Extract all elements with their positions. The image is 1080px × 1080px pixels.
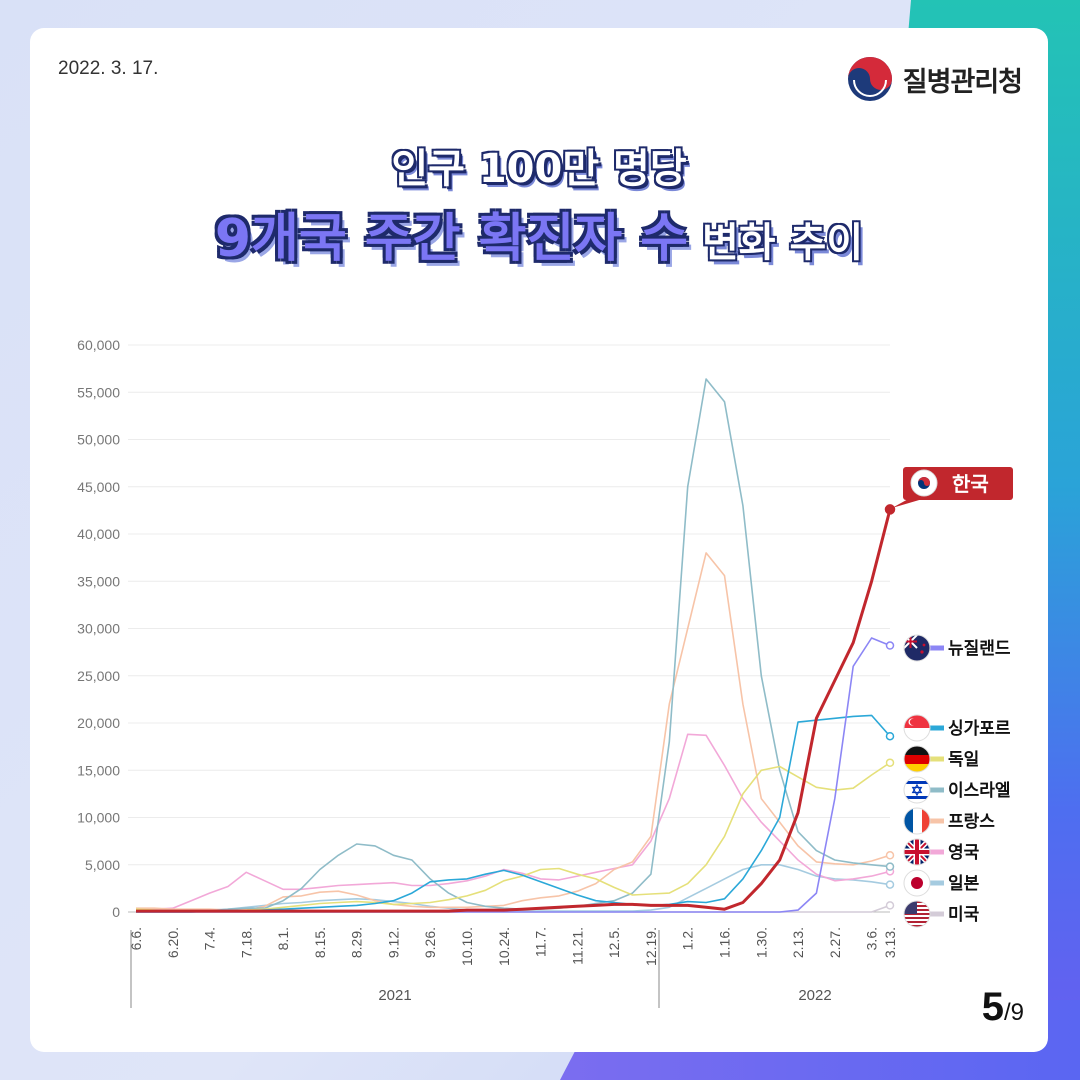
y-axis: 0 5,000 10,000 15,000 20,000 25,000 30,000 35,0… (77, 337, 120, 920)
legend-item-germany: 독일 (903, 745, 979, 773)
singapore-flag-icon (903, 714, 931, 742)
series-line-uk (136, 733, 891, 911)
legend-label: 이스라엘 (948, 781, 1011, 801)
series-end-point-france (885, 851, 895, 860)
year-label: 2021 (378, 987, 411, 1004)
series-line-france (136, 552, 891, 911)
x-tick-label: 3.6. (864, 927, 880, 950)
legend-item-france: 프랑스 (903, 807, 995, 835)
x-tick-label: 10.10. (459, 927, 475, 966)
page-indicator: 5/9 (982, 985, 1024, 1030)
japan-flag-icon (903, 869, 931, 897)
series-line-israel (136, 378, 891, 913)
legend-label: 독일 (948, 750, 979, 770)
x-tick-label: 9.26. (422, 927, 438, 958)
series-end-point-usa (885, 901, 895, 910)
x-tick-label: 9.12. (385, 927, 401, 958)
legend-item-singapore: 싱가포르 (903, 714, 1011, 742)
x-tick-label: 7.18. (238, 927, 254, 958)
x-tick-label: 12.19. (643, 927, 659, 966)
y-tick-label: 0 (112, 904, 120, 920)
israel-flag-icon (903, 776, 931, 804)
report-date: 2022. 3. 17. (58, 58, 159, 79)
year-label: 2022 (798, 987, 831, 1004)
y-tick-label: 25,000 (77, 668, 120, 684)
legend-label: 싱가포르 (948, 719, 1011, 739)
legend-item-new_zealand: 뉴질랜드 (903, 634, 1011, 662)
y-tick-label: 15,000 (77, 762, 120, 778)
x-tick-label: 1.2. (680, 927, 696, 950)
series-end-point-korea (884, 504, 896, 515)
legend-item-uk: 영국 (903, 838, 980, 866)
x-tick-label: 12.5. (606, 927, 622, 958)
y-tick-label: 45,000 (77, 479, 120, 495)
series-end-point-japan (885, 880, 895, 889)
chart-series (135, 378, 896, 913)
y-tick-label: 40,000 (77, 526, 120, 542)
y-tick-label: 60,000 (77, 337, 120, 353)
y-tick-label: 55,000 (77, 384, 120, 400)
chart-gridlines (128, 344, 890, 913)
x-tick-label: 8.1. (275, 927, 291, 950)
new_zealand-flag-icon (903, 634, 931, 662)
series-line-germany (135, 762, 891, 912)
series-end-point-germany (885, 758, 895, 767)
y-tick-label: 35,000 (77, 573, 120, 589)
x-tick-label: 11.21. (569, 927, 585, 965)
legend-item-korea: 한국 (892, 467, 1013, 508)
y-tick-label: 30,000 (77, 621, 120, 637)
x-tick-label: 6.20. (165, 927, 181, 958)
x-axis: 6.6. 6.20. 7.4. 7.18. 8.1. 8.15. 8.29. 9.12. 9.2… (128, 927, 898, 1008)
x-tick-label: 6.6. (128, 927, 144, 950)
series-line-korea (136, 509, 892, 913)
title-line2: 9개국 주간 확진자 수 변화 추이 (30, 196, 1048, 271)
korea-flag-icon (910, 469, 938, 497)
x-tick-label: 2.27. (827, 927, 843, 958)
x-tick-label: 8.15. (312, 927, 328, 958)
y-tick-label: 10,000 (77, 810, 120, 826)
title-line1: 인구 100만 명당 (391, 146, 687, 192)
series-end-point-new_zealand (885, 641, 895, 650)
taegeuk-logo-icon (847, 57, 892, 101)
x-tick-label: 10.24. (496, 927, 512, 966)
korea-callout-pointer (892, 498, 926, 508)
usa-flag-icon (903, 900, 931, 928)
chart-legend: 미국 일본 영국 프랑스 이스라엘 독일 싱가포르 뉴질랜드 한국 (892, 467, 1013, 928)
legend-label: 일본 (948, 874, 980, 894)
legend-label: 영국 (948, 843, 980, 863)
x-tick-label: 3.13. (882, 927, 898, 958)
org-logo: 질병관리청 (845, 54, 1023, 104)
x-tick-label: 7.4. (202, 927, 218, 950)
x-tick-label: 8.29. (349, 927, 365, 958)
germany-flag-icon (903, 745, 931, 773)
title-suffix: 변화 추이 (688, 220, 864, 266)
series-end-point-israel (885, 862, 895, 871)
x-tick-label: 1.30. (753, 927, 769, 958)
y-tick-label: 50,000 (77, 432, 120, 448)
legend-item-usa: 미국 (903, 900, 980, 928)
x-tick-label: 11.7. (533, 927, 549, 957)
y-tick-label: 20,000 (77, 715, 120, 731)
org-name: 질병관리청 (902, 66, 1023, 98)
series-line-singapore (136, 714, 891, 913)
series-end-point-singapore (885, 731, 895, 741)
title-main: 9개국 주간 확진자 수 (214, 209, 689, 269)
legend-item-japan: 일본 (903, 869, 980, 897)
france-flag-icon (903, 807, 931, 835)
uk-flag-icon (903, 838, 931, 866)
page-current: 5 (981, 985, 1004, 1029)
x-tick-label: 1.16. (716, 927, 732, 958)
legend-label: 미국 (948, 905, 980, 925)
y-tick-label: 5,000 (85, 857, 120, 873)
legend-item-israel: 이스라엘 (903, 776, 1011, 804)
x-tick-label: 2.13. (790, 927, 806, 958)
page-total: /9 (1003, 999, 1024, 1026)
korea-label: 한국 (952, 472, 989, 496)
legend-label: 뉴질랜드 (948, 638, 1011, 659)
legend-label: 프랑스 (948, 812, 995, 832)
